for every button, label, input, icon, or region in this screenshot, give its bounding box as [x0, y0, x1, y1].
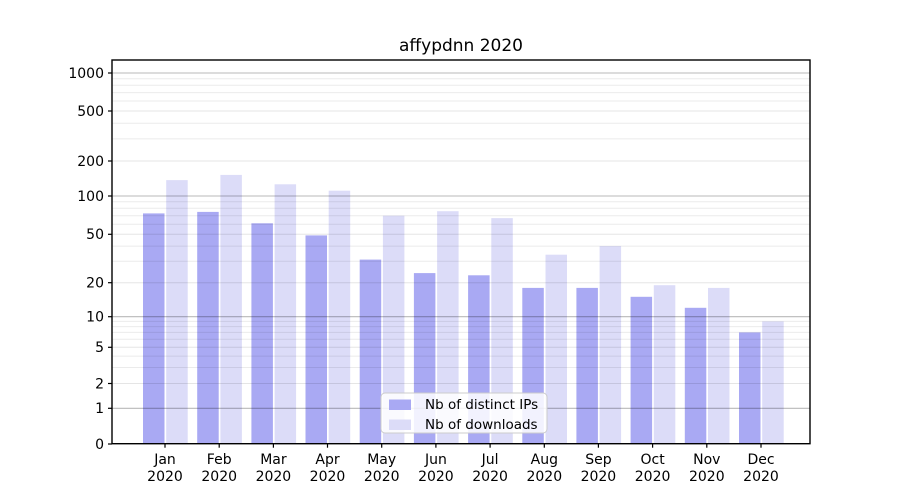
bar-downloads — [708, 287, 730, 444]
bar-downloads — [220, 174, 242, 444]
legend-box — [380, 392, 548, 434]
legend-label-distinct-ips: Nb of distinct IPs — [425, 397, 538, 413]
plot-frame — [111, 59, 811, 445]
grid-layer — [112, 72, 810, 409]
y-tick-label: 2 — [95, 376, 104, 392]
legend-label-downloads: Nb of downloads — [425, 417, 538, 433]
x-tick-label: Aug 2020 — [526, 452, 562, 485]
bar-distinct-ips — [251, 223, 273, 444]
legend-swatch-distinct-ips — [389, 399, 411, 410]
y-tick-label: 0 — [95, 437, 104, 453]
bar-downloads — [382, 215, 405, 444]
axes-layer: 0 1 2 5 10 20 50 100 200 500 1000 Jan 2020 Feb 2020 Mar… — [68, 59, 811, 485]
legend-swatch-downloads — [389, 419, 411, 430]
legend: Nb of distinct IPs Nb of downloads — [380, 392, 548, 434]
x-tick-label: Jul 2020 — [472, 452, 508, 485]
bar-distinct-ips — [143, 213, 165, 444]
y-tick-label: 1 — [95, 401, 104, 417]
y-tick-label: 200 — [77, 154, 104, 170]
y-tick-label: 5 — [95, 340, 104, 356]
bar-downloads — [599, 246, 622, 444]
y-tick-label: 50 — [86, 227, 104, 243]
bar-distinct-ips — [359, 259, 382, 444]
y-tick-label: 500 — [77, 104, 104, 120]
y-tick-label: 10 — [86, 310, 104, 326]
y-tick-label: 100 — [77, 189, 104, 205]
bar-distinct-ips — [684, 307, 707, 444]
bar-distinct-ips — [197, 211, 219, 444]
x-tick-label: Feb 2020 — [201, 452, 237, 485]
x-tick-label: Jan 2020 — [147, 452, 183, 485]
bar-downloads — [491, 218, 513, 444]
x-tick-label: Apr 2020 — [310, 452, 346, 485]
x-tick-label: Nov 2020 — [689, 452, 725, 485]
chart-title: affypdnn 2020 — [399, 36, 523, 56]
bar-downloads — [274, 184, 297, 444]
bar-distinct-ips — [739, 332, 761, 444]
x-tick-label: Dec 2020 — [743, 452, 779, 485]
bar-distinct-ips — [630, 296, 653, 444]
bar-downloads — [166, 180, 188, 444]
bar-downloads — [328, 190, 351, 444]
bar-downloads — [762, 321, 784, 444]
bar-distinct-ips — [576, 287, 598, 444]
bar-downloads — [653, 285, 676, 444]
bar-downloads — [437, 211, 459, 444]
x-tick-label: May 2020 — [364, 452, 400, 485]
bar-distinct-ips — [305, 235, 327, 444]
x-tick-label: Oct 2020 — [635, 452, 671, 485]
bar-downloads — [545, 254, 567, 444]
y-tick-label: 1000 — [68, 66, 104, 82]
x-tick-label: Mar 2020 — [256, 452, 292, 485]
x-tick-label: Jun 2020 — [418, 452, 454, 485]
y-tick-label: 20 — [86, 276, 104, 292]
x-tick-label: Sep 2020 — [581, 452, 617, 485]
